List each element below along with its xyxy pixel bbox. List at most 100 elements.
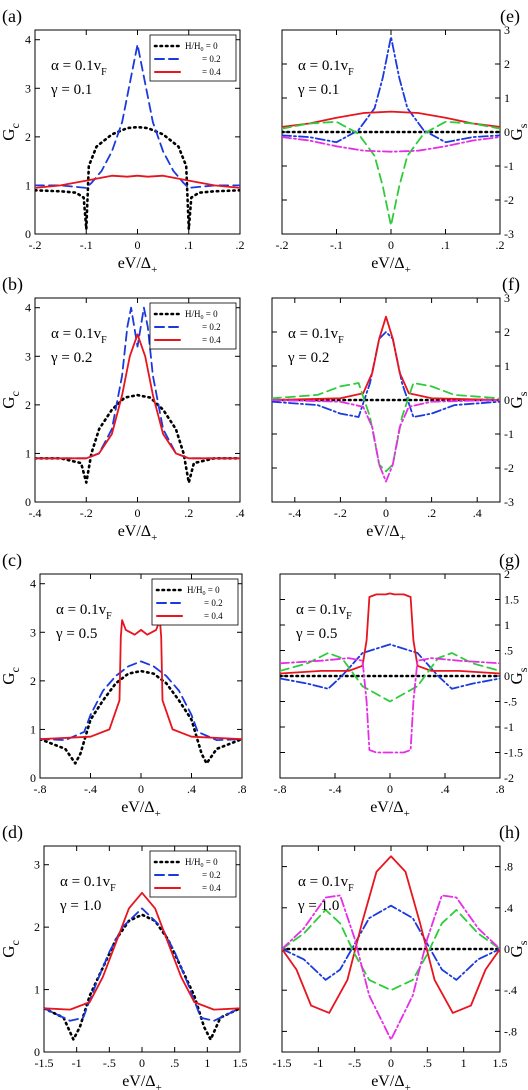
- y-tick-label: 1: [504, 91, 510, 105]
- y-axis-label: Gs: [507, 123, 528, 140]
- series-H04-line: [35, 174, 240, 189]
- series-H02-line: [40, 660, 242, 741]
- y-axis-label: Gc: [0, 123, 22, 141]
- y-tick-label: .8: [504, 860, 513, 874]
- x-tick-label: 1: [204, 1056, 210, 1070]
- y-axis-label: Gs: [507, 391, 528, 408]
- series-gs_magenta-line: [272, 399, 500, 483]
- x-tick-label: -.2: [29, 238, 42, 252]
- x-tick-label: 0: [135, 506, 141, 520]
- series-H04-line: [40, 619, 242, 740]
- x-tick-label: .8: [496, 782, 505, 796]
- y-tick-label: 3: [34, 858, 40, 872]
- panel-e: -.2 -.1 0 .1 .2-3 -2 -1 0 1 2 3 eV/Δ+ Gs (e) α = 0.1vF…: [276, 6, 528, 276]
- y-tick-label: 4: [30, 577, 36, 591]
- series-H02-line: [272, 331, 500, 418]
- series-H04-line: [272, 315, 500, 401]
- x-tick-label: .8: [238, 782, 247, 796]
- legend-box: [149, 850, 237, 898]
- legend-label: = 0.2: [202, 322, 221, 332]
- y-tick-label: -2: [504, 193, 514, 207]
- series-H0-line: [40, 669, 242, 765]
- x-tick-label: -.1: [330, 238, 343, 252]
- y-tick-label: -3: [504, 495, 514, 509]
- x-tick-label: .4: [187, 782, 196, 796]
- series-H02-line: [35, 43, 240, 189]
- x-tick-label: 0: [138, 782, 144, 796]
- x-tick-label: .5: [423, 1056, 432, 1070]
- panel-letter: (a): [2, 6, 22, 27]
- legend-label-header: H/H0 = 0: [187, 585, 220, 597]
- x-tick-label: -1.5: [35, 1056, 54, 1070]
- x-tick-label: .2: [184, 506, 193, 520]
- x-tick-label: -.5: [348, 1056, 361, 1070]
- gamma-annotation: γ = 0.1: [50, 82, 92, 98]
- y-tick-label: -1: [504, 427, 514, 441]
- y-tick-label: 2: [504, 325, 510, 339]
- panel-d: -1.5 -1 -.5 0 .5 1 1.5 0 1 2 3 eV/Δ+ Gc (d) α = 0.1vF γ…: [0, 822, 248, 1090]
- y-axis-label: Gc: [0, 940, 22, 958]
- x-tick-label: .1: [184, 238, 193, 252]
- x-tick-label: -.2: [334, 506, 347, 520]
- legend-label-header: H/H0 = 0: [185, 41, 218, 53]
- y-tick-label: 1: [25, 446, 31, 460]
- x-axis-label: eV/Δ+: [121, 799, 161, 820]
- gamma-annotation: γ = 1.0: [297, 898, 339, 914]
- series-H02-line: [282, 35, 500, 144]
- series-gs_magenta-line: [282, 136, 500, 153]
- y-tick-label: 2: [30, 674, 36, 688]
- y-tick-label: 1: [30, 722, 36, 736]
- alpha-annotation: α = 0.1vF: [60, 874, 116, 894]
- x-tick-label: .4: [236, 506, 245, 520]
- gamma-annotation: γ = 0.5: [295, 626, 337, 642]
- panel-letter: (f): [502, 274, 520, 295]
- series-gs_green-line: [272, 382, 500, 473]
- series-H02-line: [280, 643, 500, 690]
- y-tick-label: 1: [504, 359, 510, 373]
- y-tick-label: -1: [504, 159, 514, 173]
- panel-b: -.4 -.2 0 .2 .4 0 1 2 3 4 eV/Δ+ Gc (b) α = 0.1vF γ = 0…: [0, 274, 245, 544]
- y-axis-label: Gs: [507, 940, 528, 957]
- x-tick-label: -1: [313, 1056, 323, 1070]
- y-axis-label: Gc: [0, 391, 22, 409]
- alpha-annotation: α = 0.1vF: [298, 58, 354, 78]
- y-tick-label: -2: [504, 461, 514, 475]
- panel-letter: (e): [500, 6, 520, 27]
- x-axis-label: eV/Δ+: [366, 523, 406, 544]
- panel-f: -.4 -.2 0 .2 .4 -3 -2 -1 0 1 2 3 eV/Δ+ Gs (f) α = 0.1vF…: [271, 274, 528, 544]
- y-tick-label: 0: [25, 227, 31, 241]
- x-tick-label: 0: [387, 782, 393, 796]
- y-axis-label: Gc: [0, 667, 22, 685]
- panel-a: -.2 -.1 0 .1 .2 0 1 2 3 4 eV/Δ+ Gc (a) α = 0.1vF γ = 0…: [0, 6, 245, 276]
- gamma-annotation: γ = 0.2: [50, 350, 92, 366]
- y-tick-label: -3: [504, 227, 514, 241]
- panel-c: -.8 -.4 0 .4 .8 0 1 2 3 4 eV/Δ+ Gc (c) α = 0.1vF γ = 0…: [0, 550, 247, 820]
- y-tick-label: 0: [34, 1045, 40, 1059]
- x-tick-label: -1: [72, 1056, 82, 1070]
- y-tick-label: -.5: [504, 695, 517, 709]
- legend-label: = 0.4: [202, 67, 221, 77]
- alpha-annotation: α = 0.1vF: [288, 326, 344, 346]
- legend-box: [149, 302, 237, 350]
- y-tick-label: .4: [504, 901, 513, 915]
- x-tick-label: -.8: [274, 782, 287, 796]
- x-tick-label: .1: [441, 238, 450, 252]
- x-tick-label: .5: [170, 1056, 179, 1070]
- x-tick-label: -.4: [329, 782, 342, 796]
- series-H0-line: [35, 393, 240, 484]
- y-tick-label: -.8: [504, 1024, 517, 1038]
- x-tick-label: .2: [496, 238, 505, 252]
- series-gs_green-line: [282, 120, 500, 227]
- series-H0-line: [35, 125, 240, 231]
- x-tick-label: 1.5: [233, 1056, 248, 1070]
- gamma-annotation: γ = 0.5: [55, 626, 97, 642]
- x-tick-label: -.4: [288, 506, 301, 520]
- y-tick-label: 0: [504, 125, 510, 139]
- panel-letter: (d): [2, 822, 23, 843]
- series-H04-line: [35, 333, 240, 460]
- x-tick-label: .2: [427, 506, 436, 520]
- y-tick-label: 2: [25, 398, 31, 412]
- y-tick-label: 1: [34, 983, 40, 997]
- y-tick-label: 0: [504, 942, 510, 956]
- x-tick-label: 0: [383, 506, 389, 520]
